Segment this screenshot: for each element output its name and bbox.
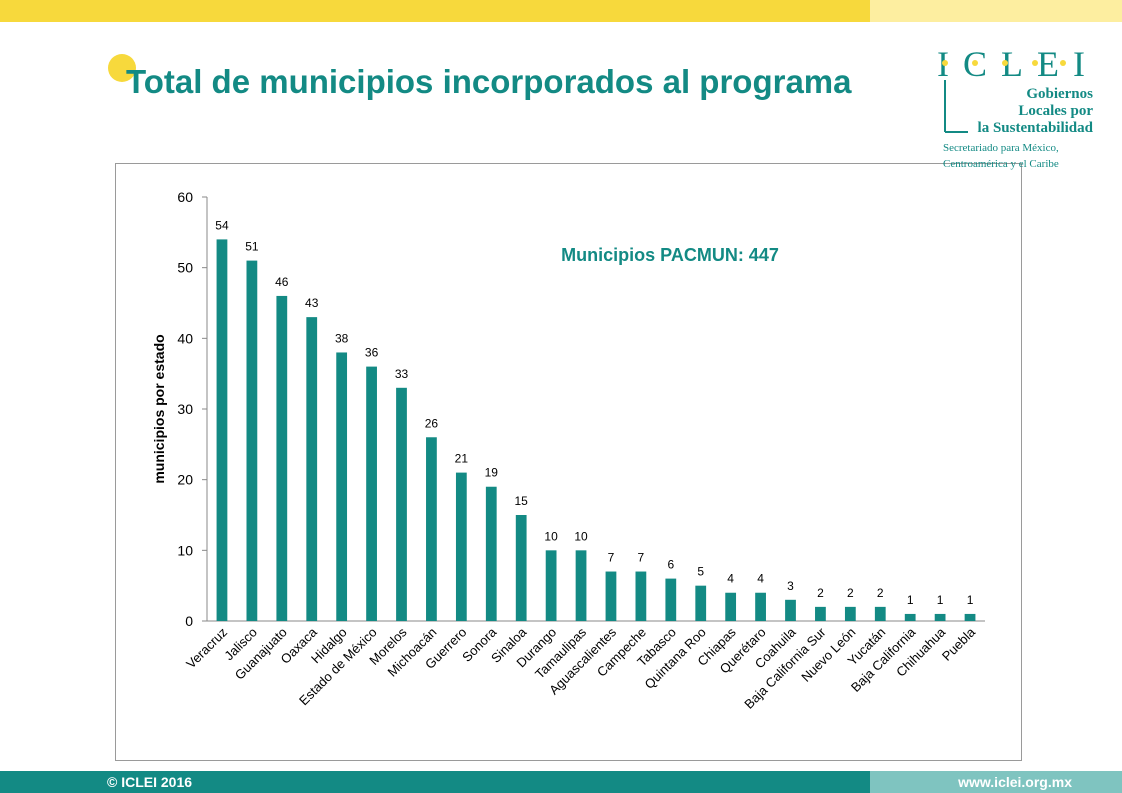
footer-copyright: © ICLEI 2016 xyxy=(107,774,192,790)
bar xyxy=(575,550,587,621)
logo-text: la Sustentabilidad xyxy=(978,120,1094,136)
y-tick-label: 30 xyxy=(177,401,193,417)
data-label: 51 xyxy=(245,240,259,254)
data-label: 4 xyxy=(757,572,764,586)
bar xyxy=(964,613,976,621)
data-label: 10 xyxy=(574,529,588,543)
logo-text: Centroamérica y el Caribe xyxy=(943,158,1059,170)
data-label: 38 xyxy=(335,331,349,345)
data-label: 7 xyxy=(608,551,615,565)
data-label: 46 xyxy=(275,275,289,289)
data-label: 2 xyxy=(877,586,884,600)
bar xyxy=(216,239,228,621)
bar xyxy=(336,352,348,621)
bar xyxy=(785,599,796,621)
bar xyxy=(545,550,557,621)
bar xyxy=(276,295,288,621)
data-label: 1 xyxy=(907,593,914,607)
y-tick-label: 10 xyxy=(177,542,193,558)
y-tick-label: 50 xyxy=(177,260,193,276)
data-label: 5 xyxy=(697,565,704,579)
bar xyxy=(455,472,467,621)
data-label: 26 xyxy=(425,416,439,430)
footer-band xyxy=(0,771,870,793)
bar xyxy=(366,366,377,621)
data-label: 1 xyxy=(937,593,944,607)
bar xyxy=(396,387,407,621)
bar xyxy=(426,437,437,621)
bar xyxy=(635,571,647,621)
data-label: 33 xyxy=(395,367,409,381)
data-label: 2 xyxy=(817,586,824,600)
data-label: 43 xyxy=(305,296,319,310)
data-label: 4 xyxy=(727,572,734,586)
data-label: 7 xyxy=(638,551,645,565)
bar xyxy=(665,578,677,621)
bar xyxy=(934,613,946,621)
bar xyxy=(306,317,318,621)
footer-band-light xyxy=(870,771,1122,793)
data-label: 10 xyxy=(544,529,558,543)
logo-name: ICLEI xyxy=(937,44,1099,84)
y-axis-label: municipios por estado xyxy=(151,334,167,483)
logo-dots xyxy=(942,60,1066,66)
y-tick-label: 60 xyxy=(177,189,193,205)
logo-text: Gobiernos xyxy=(1026,86,1093,102)
data-label: 36 xyxy=(365,346,379,360)
data-label: 1 xyxy=(967,593,974,607)
bar xyxy=(605,571,617,621)
data-label: 54 xyxy=(215,218,229,232)
footer-url: www.iclei.org.mx xyxy=(957,774,1072,790)
bar xyxy=(246,260,258,621)
logo-text: Secretariado para México, xyxy=(943,142,1059,154)
top-band xyxy=(0,0,870,22)
y-tick-label: 40 xyxy=(177,330,193,346)
data-label: 2 xyxy=(847,586,854,600)
y-tick-label: 20 xyxy=(177,472,193,488)
data-label: 15 xyxy=(515,494,529,508)
data-label: 3 xyxy=(787,579,794,593)
bar xyxy=(725,592,737,621)
logo-text: Locales por xyxy=(1018,103,1093,119)
bar xyxy=(904,613,916,621)
bar xyxy=(815,606,826,621)
data-label: 19 xyxy=(485,466,499,480)
bar xyxy=(485,486,497,621)
bullet xyxy=(108,54,136,82)
bar xyxy=(844,606,856,621)
data-label: 21 xyxy=(455,452,469,466)
bar xyxy=(695,585,707,621)
y-tick-label: 0 xyxy=(185,613,193,629)
annotation: Municipios PACMUN: 447 xyxy=(561,245,779,265)
bar xyxy=(755,592,766,621)
top-band-light xyxy=(870,0,1122,22)
bar xyxy=(874,606,886,621)
slide-title: Total de municipios incorporados al prog… xyxy=(126,63,852,100)
chart-frame xyxy=(115,163,1022,761)
data-label: 6 xyxy=(667,558,674,572)
bar xyxy=(515,515,527,621)
